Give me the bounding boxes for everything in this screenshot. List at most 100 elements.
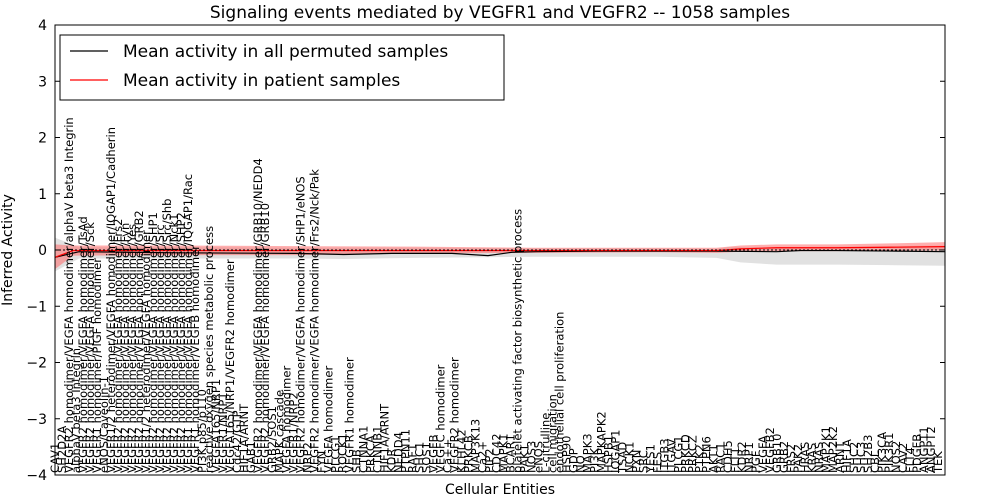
x-axis-label: Cellular Entities [445, 482, 555, 498]
x-tick-label: endothelial cell proliferation [553, 312, 567, 473]
x-tick-label: HIF1A/ARNT [377, 403, 391, 473]
x-tick-label: TEK [931, 451, 945, 474]
x-tick-label: GDP [567, 448, 581, 473]
x-tick-label: FRS2 [784, 444, 798, 473]
x-tick-label: HIF1A/ARNT [237, 403, 251, 473]
x-tick-label: CDC42 [489, 433, 503, 473]
patient-mean-line [54, 246, 946, 258]
x-tick-label: eNOS [532, 441, 546, 473]
x-tick-label: FLT4 [903, 447, 917, 473]
x-tick-label: VEGFR2 homodimer/VEGFA homodimer/GRB10/N… [251, 158, 265, 473]
x-tick-label: PRKCB [461, 435, 475, 473]
x-tick-label: PLCG1 [672, 435, 686, 473]
x-tick-label: PTPN6 [700, 436, 714, 473]
x-tick-label: VEGFA [756, 435, 770, 473]
x-tick-label: VEGFR1/2 heterodimer/VEGFA homodimer/IQG… [104, 127, 118, 473]
y-tick-label: −4 [26, 468, 47, 484]
x-tick-label: RAC1 [714, 442, 728, 473]
x-tick-label: ROCK1 [335, 433, 349, 473]
x-tick-label: VEGFR2 homodimer/VEGFA homodimer/Fyn [118, 223, 132, 473]
y-axis-label: Inferred Activity [0, 194, 16, 306]
x-tick-label: PAK1 [518, 444, 532, 473]
x-tick-label: ARNT [833, 441, 847, 473]
permuted-mean-line [54, 249, 946, 258]
x-tick-label: VEGFR1 homodimer/PlGF homodimer [90, 258, 104, 473]
x-tick-label: L-citrulline [539, 413, 553, 473]
x-tick-label: VEGFR1/NRP1 [216, 392, 230, 473]
x-tick-label: VEGFR2 homodimer/VEGFA homodimer/Src/Shb [160, 199, 174, 473]
x-tick-label: TSAD [616, 442, 630, 474]
x-tick-label: YES1 [644, 444, 658, 474]
x-tick-label: VEGFR2 homodimer [447, 357, 461, 473]
x-tick-label: SOS1 [419, 442, 433, 473]
x-tick-label: CTNNA1 [356, 426, 370, 473]
x-tick-label: RAF1 [405, 444, 419, 473]
x-tick-label: HSPB1 [602, 435, 616, 473]
x-tick-label: BCAR1 [504, 434, 518, 473]
x-tick-label: VEGFR2 homodimer/VEGFA homodimer/Src [153, 224, 167, 473]
x-tick-label: SH2B3 [861, 435, 875, 473]
x-tick-label: VEGFR2 homodimer/VEGFA homodimer/TsAd [76, 216, 90, 473]
x-tick-label: IQGAP1 [609, 430, 623, 473]
x-tick-label: Ca2+ [475, 441, 489, 473]
x-tick-label: MAP3K13 [468, 419, 482, 473]
x-tick-label: NEDD4 [391, 432, 405, 473]
y-tick-label: −3 [26, 412, 47, 428]
x-tick-label: PI3K [588, 447, 602, 473]
x-tick-label: FYN [314, 451, 328, 473]
x-tick-label: VEGFB [426, 434, 440, 473]
x-tick-label: PIP2 [482, 448, 496, 473]
x-tick-label: VEGFR2 homodimer/VEGFA homodimer/SHP1 [146, 212, 160, 473]
x-tick-label: VEGFR1 homodimer/VEGFA homodimer/IQGAP1/… [181, 174, 195, 473]
x-tick-label: PIK3R1 [882, 433, 896, 474]
x-tick-label: VEGFR2 homodimer/VEGFA homodimer/Frs2 [111, 219, 125, 473]
x-tick-label: VEGFR1 homodimer [342, 357, 356, 473]
x-tick-label: MAP2K1 [819, 426, 833, 473]
x-tick-label: GAB1 [244, 441, 258, 473]
x-tick-label: NOS3 [525, 441, 539, 473]
x-tick-label: VEGFR2 homodimer/VEGFA homodimer/Yes [125, 224, 139, 473]
x-tick-label: KDR [384, 449, 398, 473]
x-tick-label: PDGFB [910, 434, 924, 473]
x-tick-label: ANGPT1 [917, 426, 931, 473]
x-tick-label: PGF [749, 451, 763, 473]
x-tick-label: MAP2K2 [826, 426, 840, 473]
y-tick-label: 1 [38, 187, 47, 203]
x-tick-label: VEGFR2 homodimer/VEGFA homodimer/GRB10 [258, 203, 272, 473]
x-tick-label: Cdc42/GTP [230, 410, 244, 473]
x-tick-label: SHC3 [854, 442, 868, 473]
x-tick-label: VEGFA165/NRP1/VEGFR2 homodimer [223, 259, 237, 473]
x-tick-label: PIK3CA [875, 432, 889, 473]
x-tick-label: NCK1 [623, 442, 637, 474]
x-tick-label: PTPN11 [398, 429, 412, 473]
x-tick-label: VEGFR2 homodimer/VEGFA homodimer/SHP1/eN… [293, 176, 307, 473]
x-tick-label: AKT1 [707, 444, 721, 473]
x-tick-label: NRP2 [300, 442, 314, 473]
x-tick-label: ITGAV [665, 439, 679, 473]
x-tick-label: FLT1 [728, 447, 742, 473]
x-tick-label: VEGFC homodimer [433, 364, 447, 473]
legend-label-patient: Mean activity in patient samples [123, 71, 400, 91]
x-tick-label: SRC [637, 450, 651, 473]
x-tick-label: VEGFA homodimer [279, 366, 293, 473]
x-tick-label: CTNNB1 [370, 426, 384, 473]
x-tick-label: KDR2 [735, 441, 749, 473]
x-tick-label: VEGFR2 homodimer/VEGFA homodimer/Sck [83, 222, 97, 473]
x-tick-label: NO [574, 455, 588, 473]
x-tick-label: SHC1 [412, 442, 426, 473]
x-tick-label: CDH5 [721, 440, 735, 473]
x-tick-label: SHC2 [847, 442, 861, 473]
y-tick-label: −2 [26, 356, 47, 372]
legend-box [59, 34, 505, 101]
x-tick-label: MAPKAPK2 [595, 411, 609, 473]
x-tick-label: cell migration [546, 394, 560, 473]
y-tick-label: 3 [38, 74, 47, 90]
x-tick-label: VEGFR2 homodimer/VEGFA homodimer/Nck1 [167, 213, 181, 473]
x-tick-label: reactive oxygen species metabolic proces… [202, 226, 216, 473]
x-tick-label: Ca++ [440, 439, 454, 473]
x-tick-label: VEGFR1/NRP2 [286, 392, 300, 473]
x-tick-label: NOS2 [889, 441, 903, 473]
x-tick-label: GRB2/SOS1 [265, 406, 279, 473]
x-tick-label: SH2D2A [55, 426, 69, 473]
x-tick-label: MAPK1 [497, 433, 511, 473]
